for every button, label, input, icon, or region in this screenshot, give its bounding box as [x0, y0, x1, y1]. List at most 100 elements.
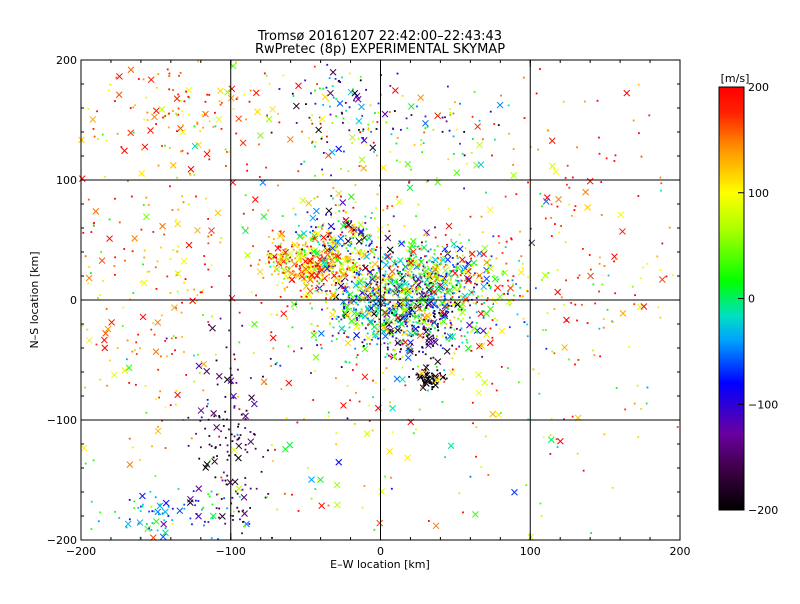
data-point-dot: [446, 305, 449, 308]
data-point-dot: [391, 335, 394, 338]
data-point-dot: [207, 402, 209, 405]
data-point-dot: [463, 187, 465, 190]
data-point-dot: [363, 484, 366, 487]
data-point-dot: [391, 280, 394, 283]
data-point-dot: [332, 197, 334, 200]
data-point-dot: [100, 251, 103, 253]
data-point-dot: [279, 258, 282, 261]
data-point-dot: [430, 293, 432, 295]
data-point-dot: [391, 304, 394, 307]
data-point-dot: [238, 408, 241, 411]
data-point-dot: [199, 446, 202, 449]
data-point-dot: [494, 317, 496, 320]
data-point-dot: [304, 242, 307, 245]
data-point-dot: [375, 283, 378, 286]
data-point-dot: [331, 251, 334, 254]
data-point-dot: [448, 270, 451, 273]
data-point-dot: [346, 255, 349, 258]
data-point-dot: [484, 313, 487, 315]
data-point-dot: [563, 418, 565, 421]
data-point-dot: [411, 250, 413, 253]
data-point-dot: [373, 289, 376, 292]
data-point-dot: [450, 326, 453, 329]
data-point-cross: [324, 251, 332, 258]
data-point-dot: [460, 295, 462, 297]
data-point-dot: [419, 272, 422, 275]
data-point-dot: [281, 271, 284, 274]
data-point-dot: [291, 493, 293, 496]
data-point-dot: [385, 288, 387, 291]
data-point-dot: [367, 123, 370, 126]
data-point-cross: [416, 305, 423, 313]
data-point-dot: [539, 68, 541, 70]
data-point-dot: [491, 319, 494, 321]
data-point-dot: [474, 282, 476, 285]
data-point-dot: [441, 335, 444, 337]
data-point-dot: [206, 398, 209, 401]
data-point-dot: [450, 270, 453, 273]
data-point-dot: [526, 323, 529, 326]
data-point-dot: [412, 301, 415, 304]
data-point-dot: [210, 234, 213, 236]
data-point-dot: [381, 268, 383, 270]
data-point-dot: [189, 174, 192, 177]
data-point-dot: [370, 130, 372, 133]
data-point-dot: [347, 220, 350, 222]
data-point-dot: [282, 235, 285, 238]
data-point-dot: [321, 244, 324, 247]
data-point-cross: [136, 519, 144, 526]
data-point-dot: [215, 507, 218, 510]
data-point-dot: [458, 304, 461, 307]
data-point-dot: [475, 302, 477, 305]
data-point-dot: [340, 111, 343, 114]
data-point-dot: [431, 324, 434, 327]
data-point-dot: [267, 256, 270, 259]
data-point-dot: [474, 279, 477, 282]
data-point-dot: [177, 245, 180, 248]
data-point-dot: [376, 121, 379, 123]
data-point-dot: [562, 100, 565, 103]
data-point-dot: [304, 244, 307, 247]
data-point-dot: [527, 276, 529, 279]
data-point-dot: [399, 358, 402, 360]
data-point-cross: [617, 211, 625, 219]
data-point-cross: [141, 143, 149, 151]
data-point-dot: [400, 289, 403, 292]
data-point-dot: [153, 510, 156, 513]
data-point-dot: [108, 218, 111, 221]
data-point-dot: [333, 280, 336, 283]
data-point-dot: [170, 337, 173, 340]
data-point-dot: [186, 289, 189, 292]
data-point-dot: [513, 294, 515, 297]
data-point-dot: [418, 276, 421, 279]
data-point-dot: [207, 320, 210, 323]
data-point-dot: [304, 256, 307, 259]
data-point-dot: [507, 290, 510, 293]
data-point-cross: [456, 245, 464, 253]
data-point-dot: [355, 363, 358, 366]
data-point-cross: [267, 253, 274, 261]
data-point-dot: [361, 115, 364, 117]
data-point-dot: [396, 265, 399, 268]
data-point-dot: [318, 287, 321, 290]
data-point-dot: [411, 284, 414, 287]
data-point-dot: [277, 184, 279, 187]
data-point-dot: [431, 372, 433, 375]
data-point-dot: [550, 203, 553, 206]
data-point-cross: [330, 236, 337, 244]
data-point-dot: [335, 246, 337, 249]
data-point-cross: [176, 507, 184, 515]
data-point-dot: [474, 272, 476, 275]
data-point-cross: [151, 113, 158, 121]
data-point-dot: [314, 89, 316, 92]
data-point-dot: [248, 100, 251, 103]
data-point-dot: [279, 246, 282, 249]
data-point-dot: [382, 371, 384, 374]
data-point-dot: [364, 222, 367, 224]
data-point-cross: [557, 437, 564, 445]
data-point-dot: [118, 517, 121, 519]
data-point-dot: [404, 384, 407, 387]
data-point-dot: [279, 364, 282, 367]
data-point-dot: [431, 388, 434, 391]
data-point-dot: [542, 329, 545, 331]
